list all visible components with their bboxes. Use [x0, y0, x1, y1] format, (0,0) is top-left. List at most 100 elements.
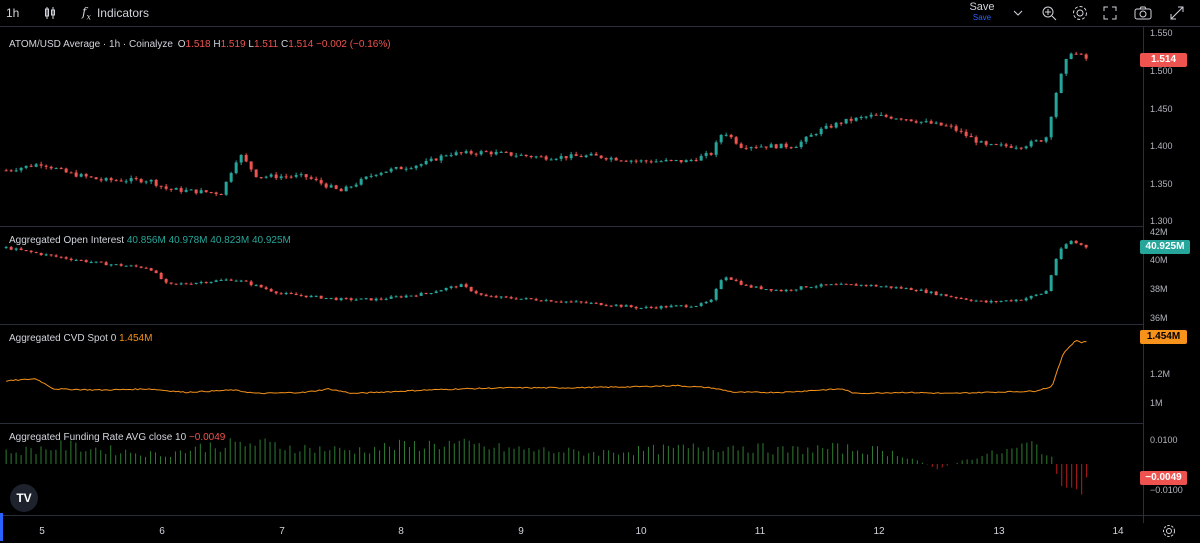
- camera-icon[interactable]: [1134, 0, 1152, 26]
- candle-body: [4, 170, 8, 172]
- candle-body: [119, 180, 123, 182]
- candle-body: [534, 156, 538, 158]
- candle-body: [754, 147, 758, 149]
- candle-body: [514, 155, 518, 157]
- candle-body: [144, 181, 148, 183]
- candle-body: [709, 153, 713, 155]
- candle-body: [649, 161, 653, 163]
- candle-body: [639, 160, 643, 162]
- candle-body: [944, 125, 948, 127]
- share-icon[interactable]: [1169, 0, 1185, 26]
- candle-body: [44, 165, 48, 167]
- candles-icon[interactable]: [44, 0, 56, 26]
- candle-body: [904, 119, 908, 121]
- candle-body: [209, 281, 213, 283]
- candle-body: [764, 289, 768, 291]
- candle-body: [564, 156, 568, 159]
- candle-body: [1019, 299, 1023, 301]
- candle-body: [594, 153, 598, 156]
- oi-tick: 40M: [1150, 255, 1168, 265]
- candle-body: [849, 284, 853, 286]
- candle-body: [679, 305, 683, 307]
- pane-divider[interactable]: [0, 423, 1143, 424]
- candle-body: [979, 141, 983, 143]
- fullscreen-icon[interactable]: [1103, 0, 1117, 26]
- candle-body: [374, 174, 378, 176]
- candle-body: [249, 281, 253, 286]
- candle-body: [39, 252, 43, 255]
- price-title: ATOM/USD Average · 1h · Coinalyze: [9, 39, 173, 50]
- candle-body: [484, 294, 488, 297]
- candle-body: [434, 291, 438, 294]
- candle-body: [1029, 295, 1033, 299]
- candle-body: [264, 287, 268, 290]
- candle-body: [774, 144, 778, 149]
- candle-body: [1034, 140, 1038, 142]
- time-axis-border: [0, 515, 1200, 516]
- candle-body: [769, 144, 773, 148]
- candle-body: [429, 293, 433, 295]
- candle-body: [984, 141, 988, 145]
- candle-body: [159, 272, 163, 280]
- candle-body: [414, 165, 418, 169]
- candle-body: [309, 177, 313, 179]
- pane-divider[interactable]: [0, 226, 1143, 227]
- cvd-title: Aggregated CVD Spot 0: [9, 333, 117, 344]
- candle-body: [54, 255, 58, 257]
- candle-body: [564, 301, 568, 303]
- candle-body: [874, 114, 878, 116]
- candle-body: [1014, 147, 1018, 149]
- candle-body: [39, 164, 43, 166]
- candle-body: [824, 125, 828, 129]
- candle-body: [894, 118, 898, 120]
- candle-body: [864, 284, 868, 286]
- candle-body: [1044, 137, 1048, 142]
- candle-body: [499, 296, 503, 298]
- price-axis[interactable]: [1143, 27, 1200, 523]
- candle-body: [174, 188, 178, 190]
- candle-body: [674, 305, 678, 307]
- search-icon[interactable]: [1041, 0, 1057, 26]
- oi-close: 40.925M: [251, 235, 291, 246]
- candle-body: [759, 286, 763, 290]
- interval-button[interactable]: 1h: [6, 0, 19, 26]
- candle-body: [854, 117, 858, 121]
- candle-body: [559, 156, 563, 159]
- candle-body: [654, 307, 658, 309]
- candle-body: [29, 250, 33, 253]
- candle-body: [1024, 298, 1028, 301]
- candle-body: [129, 265, 133, 267]
- candle-body: [814, 286, 818, 288]
- candle-body: [144, 267, 148, 269]
- chart-canvas[interactable]: [0, 0, 1143, 541]
- candle-body: [494, 151, 498, 155]
- candle-body: [394, 296, 398, 298]
- settings-icon[interactable]: [1162, 524, 1176, 543]
- candle-body: [1039, 140, 1043, 142]
- candle-body: [229, 173, 233, 182]
- candle-body: [104, 262, 108, 266]
- gear-icon[interactable]: [1072, 0, 1088, 26]
- chevron-down-icon[interactable]: [1013, 0, 1023, 26]
- candle-body: [1009, 300, 1013, 302]
- indicators-button[interactable]: fx Indicators: [82, 0, 149, 26]
- tradingview-logo[interactable]: TV: [10, 484, 38, 512]
- candle-body: [239, 280, 243, 282]
- candle-body: [484, 151, 488, 153]
- pane-divider[interactable]: [0, 324, 1143, 325]
- candle-body: [344, 298, 348, 300]
- price-tick: 1.300: [1150, 216, 1173, 226]
- candle-body: [924, 289, 928, 293]
- candle-body: [459, 152, 463, 154]
- price-tick: 1.350: [1150, 179, 1173, 189]
- candle-body: [784, 143, 788, 148]
- candle-body: [989, 144, 993, 146]
- candle-body: [699, 155, 703, 161]
- candle-body: [729, 277, 733, 280]
- candle-body: [954, 296, 958, 299]
- cvd-last-badge: 1.454M: [1140, 330, 1187, 344]
- candle-body: [164, 279, 168, 283]
- save-button[interactable]: Save Save: [958, 1, 1006, 23]
- candle-body: [869, 114, 873, 117]
- price-tick: 1.550: [1150, 28, 1173, 38]
